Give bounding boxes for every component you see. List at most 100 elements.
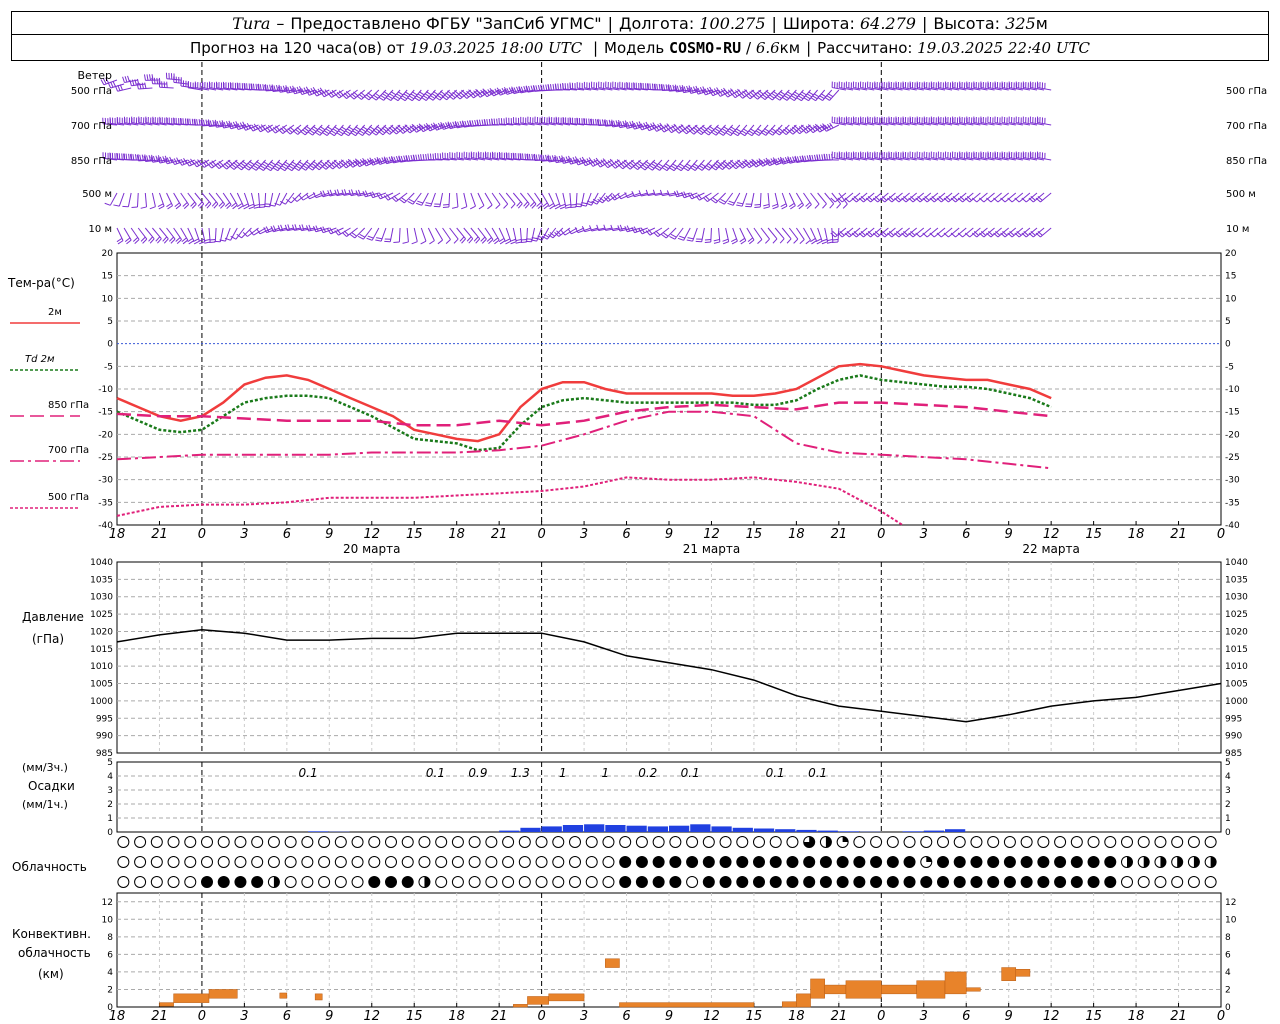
wind-barb-feather <box>207 120 210 127</box>
wind-barb-feather <box>811 240 817 245</box>
wind-barb-feather <box>151 74 154 81</box>
wind-barb-feather <box>719 163 725 169</box>
wind-barb-feather <box>392 97 399 102</box>
cloud-circle <box>318 856 331 868</box>
wind-barb-feather <box>443 93 449 99</box>
cloud-circle <box>485 856 498 868</box>
wind-barb-feather <box>246 122 251 129</box>
wind-barb-feather <box>527 153 529 160</box>
wind-barb-feather <box>182 202 188 207</box>
wind-barb-feather <box>776 94 782 99</box>
wind-barb-feather <box>681 129 687 135</box>
wind-barb-feather <box>134 154 137 161</box>
wind-barb-feather <box>236 233 242 239</box>
wind-barb-feather <box>206 203 212 209</box>
time-tick-label: 12 <box>703 1009 720 1024</box>
wind-barb-feather <box>251 124 256 131</box>
cloud-circle <box>736 836 749 848</box>
wind-barb-feather <box>759 95 766 101</box>
wind-barb-feather <box>746 132 753 137</box>
wind-barb-feather <box>561 155 565 162</box>
wind-barb-feather <box>305 160 312 166</box>
wind-barb-feather <box>565 206 572 209</box>
wind-barb-feather <box>411 241 418 245</box>
precip-tick-left: 3 <box>107 786 113 796</box>
wind-barb-feather <box>199 241 206 245</box>
wind-barb-feather <box>624 122 628 129</box>
conv-tick-right: 12 <box>1225 898 1236 908</box>
wind-barb-feather <box>714 162 720 167</box>
wind-barb-feather <box>556 230 562 236</box>
wind-barb-feather <box>666 190 670 197</box>
cloud-circle-filled <box>1004 856 1016 868</box>
wind-barb-feather <box>272 167 279 172</box>
wind-barb-feather <box>786 238 792 244</box>
wind-barb-feather <box>653 83 656 90</box>
cloud-circle <box>1171 836 1184 848</box>
wind-barb-feather <box>894 232 900 238</box>
wind-barb-feather <box>763 158 768 165</box>
wind-barb-feather <box>149 238 155 244</box>
precip-amount-label: 1.3 <box>511 766 530 780</box>
cloud-circle <box>318 876 331 888</box>
wind-barb-feather <box>148 155 152 162</box>
wind-barb-feather <box>796 156 800 163</box>
precip-bar <box>308 831 329 832</box>
wind-barb-feather <box>811 95 818 100</box>
wind-barb-feather <box>207 119 211 126</box>
wind-barb-feather <box>200 119 203 126</box>
wind-barb-feather <box>167 205 173 210</box>
wind-barb-feather <box>740 162 746 168</box>
temp-series-4 <box>116 410 1052 470</box>
wind-barb-feather <box>341 232 347 237</box>
wind-barb-feather <box>650 123 655 129</box>
wind-barb-feather <box>713 238 720 242</box>
wind-barb-feather <box>652 189 656 196</box>
wind-barb-feather <box>617 225 621 232</box>
cloud-circle <box>301 856 314 868</box>
wind-barb-feather <box>157 155 161 162</box>
wind-barb-feather <box>362 126 368 131</box>
cloud-circle <box>234 856 247 868</box>
wind-barb-feather <box>528 153 531 160</box>
convective-bar <box>781 1001 797 1008</box>
wind-barb-feather <box>971 197 978 203</box>
time-tick-label: 12 <box>363 1009 380 1024</box>
wind-barb-feather <box>586 158 591 164</box>
wind-barb-feather <box>661 166 668 172</box>
wind-barb-feather <box>823 153 826 160</box>
cloud-circle <box>585 856 598 868</box>
wind-barb-feather <box>302 164 308 169</box>
cloud-circle <box>920 836 933 848</box>
wind-barb-feather <box>647 228 653 235</box>
wind-barb-feather <box>383 91 389 96</box>
cloud-circle-filled <box>870 856 882 868</box>
time-tick-label: 0 <box>1217 527 1225 542</box>
cloud-circle <box>502 836 515 848</box>
wind-barb-feather <box>422 154 425 161</box>
temp-legend-label: Td 2м <box>25 354 55 365</box>
wind-barb-feather <box>386 128 392 134</box>
wind-barb-feather <box>237 123 242 129</box>
wind-barb-feather <box>758 158 763 164</box>
wind-barb-feather <box>285 129 291 135</box>
wind-barb-feather <box>190 158 195 165</box>
wind-barb-feather <box>1021 232 1027 238</box>
wind-barb-feather <box>747 161 752 167</box>
wind-barb <box>760 227 770 240</box>
wind-barb-feather <box>356 95 362 100</box>
wind-barb-feather <box>336 132 342 137</box>
wind-barb-feather <box>126 239 132 245</box>
wind-barb-feather <box>336 162 342 168</box>
wind-barb-feather <box>1014 197 1020 203</box>
wind-barb-feather <box>146 155 149 162</box>
wind-barb-feather <box>517 203 523 209</box>
wind-barb-feather <box>749 239 755 245</box>
wind-barb-feather <box>510 241 517 245</box>
wind-barb-feather <box>298 161 305 166</box>
wind-barb <box>571 227 585 235</box>
wind-barb-feather <box>300 166 307 171</box>
cloud-circle <box>1154 876 1167 888</box>
wind-barb-feather <box>908 232 914 238</box>
wind-barb-feather <box>670 233 677 238</box>
